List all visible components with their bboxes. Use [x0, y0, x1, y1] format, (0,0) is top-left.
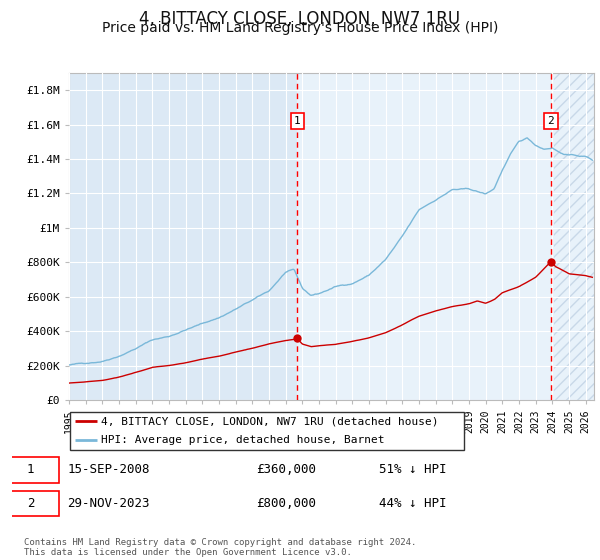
Text: 1: 1: [294, 116, 301, 126]
Text: 15-SEP-2008: 15-SEP-2008: [67, 463, 150, 477]
Bar: [298, 73, 554, 400]
Text: £360,000: £360,000: [256, 463, 316, 477]
Bar: [554, 73, 594, 400]
FancyBboxPatch shape: [3, 457, 59, 483]
Text: 2: 2: [547, 116, 554, 126]
Text: 4, BITTACY CLOSE, LONDON, NW7 1RU: 4, BITTACY CLOSE, LONDON, NW7 1RU: [139, 10, 461, 28]
Text: HPI: Average price, detached house, Barnet: HPI: Average price, detached house, Barn…: [101, 435, 385, 445]
Text: 51% ↓ HPI: 51% ↓ HPI: [379, 463, 446, 477]
Bar: [554, 73, 594, 400]
Text: 4, BITTACY CLOSE, LONDON, NW7 1RU (detached house): 4, BITTACY CLOSE, LONDON, NW7 1RU (detac…: [101, 417, 439, 426]
Text: 2: 2: [27, 497, 34, 510]
Text: 44% ↓ HPI: 44% ↓ HPI: [379, 497, 446, 510]
FancyBboxPatch shape: [3, 491, 59, 516]
Text: Contains HM Land Registry data © Crown copyright and database right 2024.
This d: Contains HM Land Registry data © Crown c…: [24, 538, 416, 557]
Text: 29-NOV-2023: 29-NOV-2023: [67, 497, 150, 510]
FancyBboxPatch shape: [70, 412, 464, 450]
Text: 1: 1: [27, 463, 34, 477]
Text: Price paid vs. HM Land Registry's House Price Index (HPI): Price paid vs. HM Land Registry's House …: [102, 21, 498, 35]
Text: £800,000: £800,000: [256, 497, 316, 510]
